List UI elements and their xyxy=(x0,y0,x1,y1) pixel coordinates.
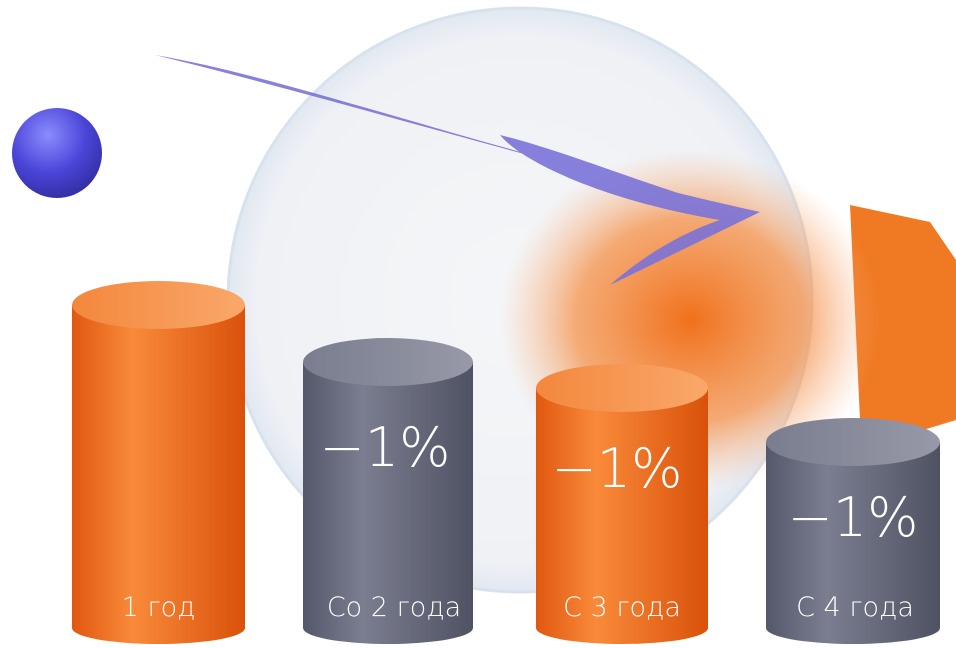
badge: −1% xyxy=(788,486,919,549)
prism xyxy=(850,205,956,440)
sphere xyxy=(12,108,102,198)
cylinder-label: С 3 года xyxy=(563,592,681,623)
cylinder-label: 1 год xyxy=(122,592,196,623)
cylinder-label: Со 2 года xyxy=(327,592,461,623)
badge: −1% xyxy=(552,437,683,500)
cylinder: 1 год xyxy=(72,281,245,644)
cylinder: −1% Со 2 года xyxy=(303,338,473,644)
cylinder: −1% С 4 года xyxy=(766,418,940,644)
badge: −1% xyxy=(320,416,451,479)
cylinder-label: С 4 года xyxy=(796,592,914,623)
cylinder: −1% С 3 года xyxy=(536,364,708,644)
